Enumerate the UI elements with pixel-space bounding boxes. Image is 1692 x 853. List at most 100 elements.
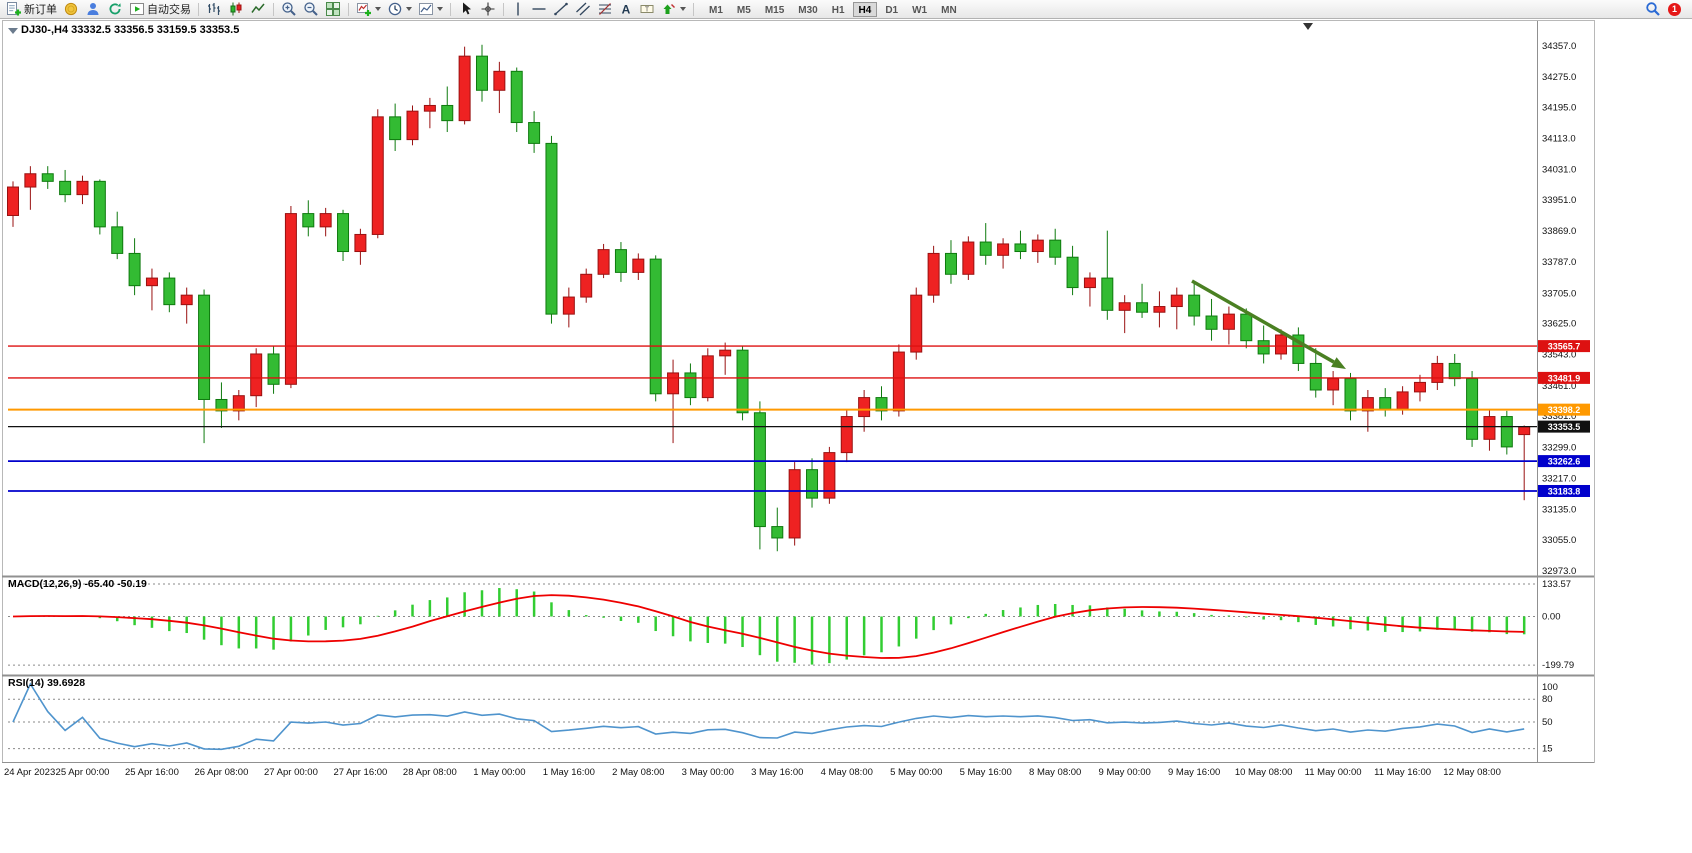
arrow-annotation[interactable] — [1191, 279, 1346, 369]
bear-candle — [128, 252, 141, 287]
price-axis-label: 33217.0 — [1542, 473, 1576, 484]
time-axis-label: 26 Apr 08:00 — [194, 767, 248, 778]
chart-shift-marker[interactable] — [1303, 23, 1313, 30]
periods-button[interactable] — [385, 1, 414, 18]
bear-candle — [1500, 416, 1513, 448]
bear-candle — [1066, 256, 1079, 289]
timeframe-button-d1[interactable]: D1 — [885, 4, 899, 16]
search-button[interactable] — [1643, 1, 1663, 18]
vertical-line-icon — [517, 2, 519, 16]
time-axis[interactable]: 24 Apr 2023 25 Apr 00:00 25 Apr 16:00 26 Ap… — [4, 767, 1501, 778]
price-tag — [1538, 403, 1590, 416]
rsi-axis-label: 50 — [1542, 717, 1553, 728]
shapes-tool-button[interactable] — [659, 1, 688, 18]
timeframe-button-w1[interactable]: W1 — [912, 4, 928, 16]
bear-candle — [875, 397, 888, 412]
text-tool-button[interactable]: A — [617, 1, 635, 18]
bear-candle — [93, 180, 106, 228]
timeframe-button-m5[interactable]: M5 — [736, 4, 751, 16]
toolbar-separator — [450, 2, 451, 16]
candlestick-chart-button[interactable] — [226, 1, 246, 18]
toolbar-separator — [273, 2, 274, 16]
bull-candle — [7, 186, 19, 216]
new-order-button[interactable]: 新订单 — [4, 1, 59, 18]
macd-panel[interactable]: 133.57 0.00 -199.79 — [8, 579, 1574, 671]
price-tag-label: 33183.8 — [1548, 486, 1581, 496]
price-axis-label: 33543.0 — [1542, 350, 1576, 361]
label-tool-button[interactable]: T — [637, 1, 657, 18]
timeframe-button-m1[interactable]: M1 — [709, 4, 723, 16]
bar-chart-button[interactable] — [204, 1, 224, 18]
bull-candle — [1118, 302, 1131, 311]
time-axis-label: 11 May 16:00 — [1374, 767, 1431, 778]
toolbar-separator — [693, 2, 694, 16]
macd-indicator-label: MACD(12,26,9) -65.40 -50.19 — [8, 578, 147, 590]
price-axis[interactable]: 34357.0 34275.0 34195.0 34113.0 34031.0 33951… — [1542, 41, 1576, 577]
time-axis-label: 12 May 08:00 — [1443, 767, 1501, 778]
price-axis-label: 34113.0 — [1542, 133, 1576, 144]
price-tag — [1538, 455, 1590, 468]
trendline-tool-button[interactable] — [551, 1, 571, 18]
horizontal-line-icon — [532, 8, 546, 10]
line-chart-button[interactable] — [248, 1, 268, 18]
crosshair-icon — [481, 2, 495, 16]
zoom-in-icon — [282, 2, 296, 16]
bear-candle — [1136, 302, 1149, 313]
wallet-button[interactable] — [61, 1, 81, 18]
price-axis-label: 32973.0 — [1542, 566, 1576, 577]
bear-candle — [59, 180, 72, 196]
price-axis-label: 34275.0 — [1542, 72, 1576, 83]
tile-windows-button[interactable] — [323, 1, 343, 18]
bear-candle — [1240, 313, 1253, 342]
bear-candle — [771, 526, 784, 539]
timeframe-button-h1[interactable]: H1 — [831, 4, 845, 16]
bear-candle — [1101, 277, 1114, 311]
time-axis-label: 25 Apr 16:00 — [125, 767, 179, 778]
timeframe-button-h4[interactable]: H4 — [852, 1, 878, 17]
one-click-trading-toggle[interactable] — [8, 28, 18, 34]
dropdown-caret — [375, 7, 381, 11]
timeframe-button-mn[interactable]: MN — [941, 4, 957, 16]
timeframe-button-m15[interactable]: M15 — [764, 4, 785, 16]
fibonacci-icon — [599, 3, 611, 15]
channel-tool-button[interactable] — [573, 1, 593, 18]
community-button[interactable] — [83, 1, 103, 18]
bull-candle — [423, 104, 436, 112]
zoom-out-button[interactable] — [301, 1, 321, 18]
bull-candle — [1275, 334, 1288, 355]
bear-candle — [1257, 340, 1270, 355]
candles-layer[interactable] — [7, 44, 1531, 552]
bear-candle — [510, 70, 523, 124]
bear-candle — [1014, 243, 1027, 253]
vertical-line-tool-button[interactable] — [509, 1, 527, 18]
zoom-in-button[interactable] — [279, 1, 299, 18]
refresh-button[interactable] — [105, 1, 125, 18]
cursor-button[interactable] — [456, 1, 476, 18]
svg-text:T: T — [645, 6, 650, 13]
notification-badge[interactable]: 1 — [1668, 2, 1681, 16]
auto-trading-icon — [130, 3, 144, 15]
bull-candle — [284, 213, 297, 385]
bear-candle — [163, 277, 176, 306]
bull-candle — [892, 351, 905, 412]
horizontal-line-tool-button[interactable] — [529, 1, 549, 18]
bull-candle — [701, 355, 714, 399]
timeframe-button-m30[interactable]: M30 — [798, 4, 818, 16]
bull-candle — [1413, 381, 1426, 393]
auto-trading-button[interactable]: 自动交易 — [127, 1, 193, 18]
price-axis-label: 33787.0 — [1542, 257, 1576, 268]
price-axis-label: 33705.0 — [1542, 288, 1576, 299]
crosshair-button[interactable] — [478, 1, 498, 18]
bear-candle — [979, 241, 992, 256]
time-axis-label: 5 May 16:00 — [960, 767, 1012, 778]
price-tag — [1538, 340, 1590, 353]
hlines-layer[interactable] — [8, 345, 1537, 492]
templates-button[interactable] — [416, 1, 445, 18]
bull-candle — [145, 277, 158, 287]
fibonacci-tool-button[interactable] — [595, 1, 615, 18]
bear-candle — [267, 353, 280, 385]
refresh-icon — [109, 3, 121, 15]
indicators-button[interactable] — [354, 1, 383, 18]
